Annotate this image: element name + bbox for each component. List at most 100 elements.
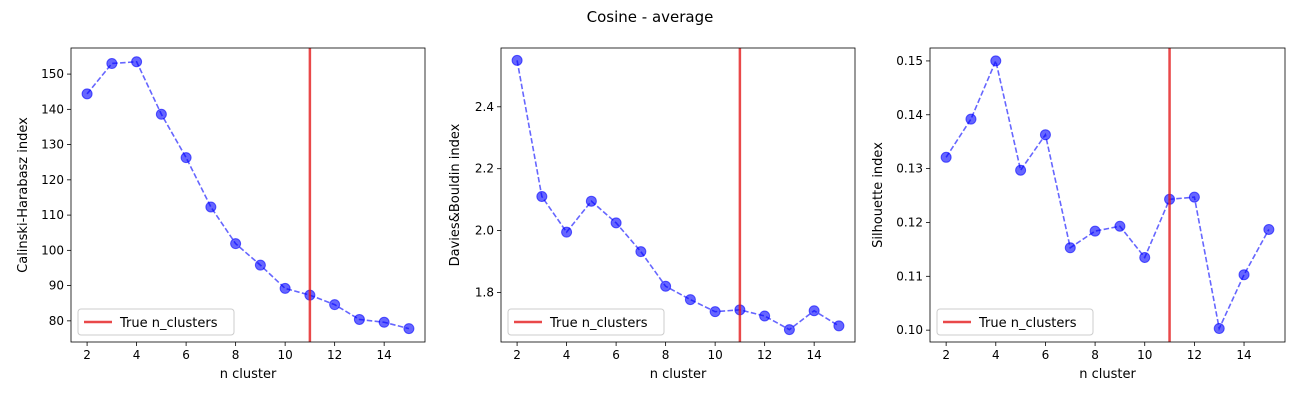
x-axis-label: n cluster [650,367,707,382]
x-tick-label: 6 [182,348,190,362]
y-tick-label: 2.0 [475,224,494,238]
x-tick-label: 10 [277,348,292,362]
x-tick-label: 2 [83,348,91,362]
y-tick-label: 100 [41,243,64,257]
x-tick-label: 10 [1137,348,1152,362]
series-line [516,60,840,331]
data-point [1139,251,1151,263]
data-point [561,226,573,238]
subplot-1: 2 4 6 8 10 12 14 80 90 100 110 120 130 140 150 n cluste… [16,47,426,382]
data-point [808,305,820,317]
data-point [1238,269,1250,281]
y-tick-label: 0.11 [896,269,923,283]
y-tick-label: 110 [41,208,64,222]
data-point [131,56,143,68]
axes-frame [929,47,1286,343]
data-point [585,195,597,207]
y-tick-label: 90 [49,279,64,293]
x-tick-label: 4 [992,348,1000,362]
legend-label: True n_clusters [549,316,648,331]
data-point [965,113,977,125]
data-point [635,246,647,258]
subplot-3: 2 4 6 8 10 12 14 0.10 0.11 0.12 0.13 0.14 0.15 n clus… [871,47,1286,382]
data-point [1114,220,1126,232]
x-tick-label: 12 [757,348,772,362]
data-point [684,294,696,306]
data-point [1039,129,1051,141]
x-tick-label: 6 [612,348,620,362]
axes-frame [70,47,426,343]
y-tick-label: 0.14 [896,108,923,122]
x-tick-label: 6 [1042,348,1050,362]
legend-label: True n_clusters [978,316,1077,331]
data-point [279,282,291,294]
x-tick-label: 2 [513,348,521,362]
y-axis-label: Calinski-Harabasz index [16,117,31,273]
data-point [254,259,266,271]
x-tick-label: 4 [133,348,141,362]
data-point [783,324,795,336]
data-point [1089,225,1101,237]
data-point [1188,191,1200,203]
legend: True n_clusters [77,308,235,336]
data-point [205,201,217,213]
data-point [81,88,93,100]
y-axis-label: Davies&Bouldin index [448,123,463,266]
data-point [990,55,1002,67]
y-tick-label: 0.13 [896,162,923,176]
data-point [1064,242,1076,254]
data-point [180,152,192,164]
x-tick-label: 10 [707,348,722,362]
data-point [759,310,771,322]
subplot-2: 2 4 6 8 10 12 14 1.8 2.0 2.2 2.4 n cluster Davies&Bo… [448,47,856,382]
y-tick-label: 150 [41,67,64,81]
data-point [378,316,390,328]
legend-box [507,308,665,336]
y-tick-label: 0.15 [896,54,923,68]
data-point [709,306,721,318]
data-point [329,299,341,311]
x-tick-label: 8 [1091,348,1099,362]
x-tick-label: 14 [807,348,822,362]
legend-box [936,308,1094,336]
data-point [403,323,415,335]
x-tick-label: 14 [377,348,392,362]
legend: True n_clusters [507,308,665,336]
x-tick-label: 12 [327,348,342,362]
data-point [353,313,365,325]
data-point [1263,223,1275,235]
y-tick-label: 140 [41,102,64,116]
figure-title: Cosine - average [587,8,714,26]
data-point [660,280,672,292]
data-point [106,58,118,70]
y-axis-label: Silhouette index [871,142,886,248]
data-point [536,191,548,203]
axes-frame [500,47,856,343]
x-axis-label: n cluster [220,367,277,382]
y-tick-label: 120 [41,173,64,187]
x-tick-label: 4 [563,348,571,362]
y-tick-label: 80 [49,314,64,328]
x-tick-label: 12 [1187,348,1202,362]
series-line [86,60,410,330]
x-tick-label: 14 [1236,348,1251,362]
y-tick-label: 0.10 [896,323,923,337]
data-point [1015,164,1027,176]
data-point [511,54,523,66]
legend-box [77,308,235,336]
x-tick-label: 8 [662,348,670,362]
y-tick-label: 2.2 [475,162,494,176]
x-tick-label: 8 [232,348,240,362]
y-tick-label: 130 [41,138,64,152]
x-tick-label: 2 [942,348,950,362]
series-line [945,58,1270,332]
y-tick-label: 0.12 [896,215,923,229]
data-point [155,108,167,120]
data-point [940,151,952,163]
data-point [610,217,622,229]
legend-label: True n_clusters [119,316,218,331]
data-point [230,238,242,250]
data-point [1213,323,1225,335]
x-axis-label: n cluster [1079,367,1136,382]
